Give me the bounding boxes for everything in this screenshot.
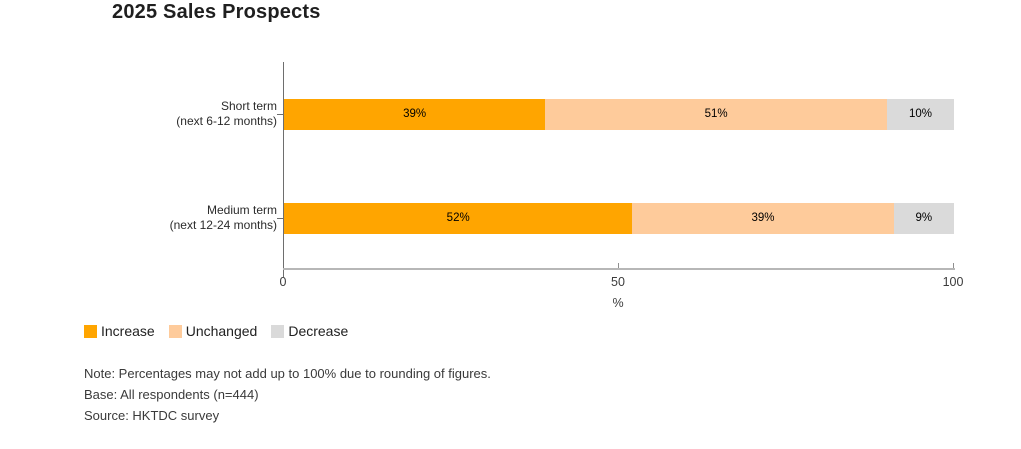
chart-title: 2025 Sales Prospects	[112, 1, 321, 23]
y-axis-tick	[277, 114, 283, 115]
legend-label: Increase	[101, 323, 155, 339]
bar-segment-decrease: 10%	[886, 98, 954, 130]
x-axis-tick	[618, 263, 619, 268]
legend-item-unchanged: Unchanged	[168, 323, 258, 339]
notes: Note: Percentages may not add up to 100%…	[84, 363, 491, 426]
bar-value-label: 52%	[446, 212, 470, 224]
plot-area: 39% 51% 10% 52% 39% 9% 0 50 100 %	[277, 62, 963, 310]
legend: Increase Unchanged Decrease	[84, 323, 348, 339]
x-axis-tick-label: 50	[611, 275, 625, 289]
bar-value-label: 10%	[908, 108, 932, 120]
bar-row: 39% 51% 10%	[284, 98, 954, 130]
x-axis-tick	[953, 263, 954, 268]
category-label: Medium term (next 12-24 months)	[169, 203, 277, 232]
bar-segment-unchanged: 51%	[545, 98, 887, 130]
x-axis-title: %	[612, 296, 624, 310]
x-axis-line	[283, 268, 955, 270]
x-axis-tick-label: 100	[942, 275, 964, 289]
legend-label: Decrease	[288, 323, 349, 339]
bar-row: 52% 39% 9%	[284, 202, 954, 234]
bar-segment-increase: 39%	[284, 98, 546, 130]
y-axis-tick	[277, 218, 283, 219]
bar-value-label: 39%	[403, 108, 427, 120]
bar-value-label: 9%	[915, 212, 933, 224]
legend-swatch-icon	[271, 324, 285, 338]
legend-label: Unchanged	[185, 323, 258, 339]
note-line-source: Source: HKTDC survey	[84, 408, 220, 423]
y-axis-line	[283, 62, 284, 277]
bar-segment-unchanged: 39%	[632, 202, 894, 234]
bar-value-label: 51%	[704, 108, 728, 120]
note-line-rounding: Note: Percentages may not add up to 100%…	[84, 366, 491, 381]
bar-segment-decrease: 9%	[893, 202, 954, 234]
legend-swatch-icon	[84, 324, 97, 338]
legend-swatch-icon	[168, 324, 182, 338]
bar-segment-increase: 52%	[284, 202, 633, 234]
x-axis-tick-label: 0	[279, 275, 287, 289]
legend-item-decrease: Decrease	[271, 323, 348, 339]
bar-value-label: 39%	[751, 212, 775, 224]
legend-item-increase: Increase	[84, 323, 155, 339]
note-line-base: Base: All respondents (n=444)	[84, 387, 259, 402]
category-label: Short term (next 6-12 months)	[176, 99, 277, 128]
